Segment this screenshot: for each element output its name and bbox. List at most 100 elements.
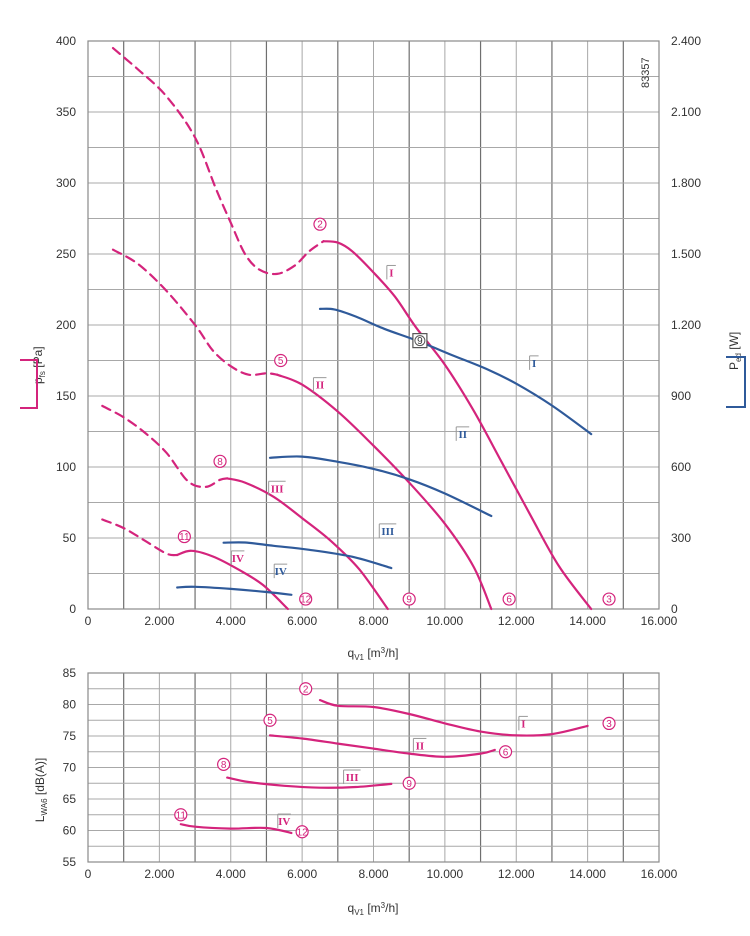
pressure-curve-iv bbox=[176, 549, 289, 611]
sound-point-marker-circle bbox=[295, 825, 309, 839]
power-curve-iv bbox=[176, 585, 293, 596]
performance-y-tick-label: 50 bbox=[63, 531, 77, 545]
sound-point-marker-text: 3 bbox=[606, 719, 612, 730]
performance-y2-tick-label: 1.500 bbox=[671, 247, 701, 261]
pressure-level-label-iv: IV bbox=[230, 550, 245, 565]
sound-point-marker-text: 5 bbox=[267, 716, 273, 727]
performance-y2-tick-label: 900 bbox=[671, 389, 691, 403]
performance-tick-labels: 0 2.000 4.000 6.000 8.000 10.000 12.000 14.000 1… bbox=[56, 34, 701, 628]
sound-x-tick-label: 4.000 bbox=[216, 867, 246, 881]
sound-point-marker-8: 8 bbox=[217, 757, 231, 771]
sound-axis-label: LWA6 [dB(A)] bbox=[33, 758, 49, 822]
performance-point-marker-3: 3 bbox=[602, 592, 616, 606]
performance-point-marker-text: 12 bbox=[300, 595, 312, 606]
sound-x-tick-label: 16.000 bbox=[641, 867, 678, 881]
sound-x-tick-label: 12.000 bbox=[498, 867, 535, 881]
power-axis-label: Ped [W] bbox=[727, 332, 743, 370]
performance-y-tick-label: 300 bbox=[56, 176, 76, 190]
power-level-label-iii: III bbox=[378, 523, 397, 538]
sound-y-tick-label: 60 bbox=[63, 824, 77, 838]
performance-point-marker-11: 11 bbox=[177, 529, 191, 544]
pressure-curve-iii-dashed bbox=[101, 404, 229, 489]
performance-x-tick-label: 2.000 bbox=[144, 614, 174, 628]
pressure-curve-ii bbox=[276, 373, 493, 611]
sound-frame bbox=[87, 672, 660, 863]
performance-y-tick-label: 200 bbox=[56, 318, 76, 332]
performance-point-marker-9: 9 bbox=[402, 592, 416, 606]
sound-x-tick-label: 10.000 bbox=[427, 867, 464, 881]
sound-level-label-iv-text: IV bbox=[278, 816, 290, 828]
power-level-label-ii: II bbox=[455, 426, 470, 441]
sound-curve-ii bbox=[268, 734, 496, 758]
performance-point-marker-circle bbox=[602, 592, 616, 606]
sound-curve-iv bbox=[179, 823, 293, 835]
pressure-level-label-i: I bbox=[386, 264, 396, 280]
sound-curve-i bbox=[318, 699, 589, 737]
performance-x-tick-label: 6.000 bbox=[287, 614, 317, 628]
pressure-axis-title: pfs [Pa] bbox=[20, 346, 47, 409]
performance-point-marker-text: 2 bbox=[317, 220, 323, 231]
performance-point-marker-circle bbox=[502, 592, 516, 606]
pressure-curve-i-dashed bbox=[111, 47, 325, 276]
performance-point-marker-text: 6 bbox=[506, 595, 512, 606]
performance-point-marker-circle bbox=[177, 529, 191, 544]
sound-point-marker-circle bbox=[299, 682, 313, 696]
performance-point-marker-circle bbox=[313, 217, 327, 231]
sound-point-marker-circle bbox=[217, 757, 231, 771]
sound-level-label-ii: II bbox=[412, 737, 427, 752]
sound-point-marker-11: 11 bbox=[174, 808, 188, 822]
intersection-marker: 9 bbox=[412, 333, 428, 349]
pressure-curve-iv-dashed bbox=[101, 518, 179, 557]
performance-point-marker-text: 5 bbox=[278, 356, 284, 367]
sound-y-tick-label: 55 bbox=[63, 855, 77, 869]
power-legend-key bbox=[726, 356, 746, 408]
sound-tick-labels: 0 2.000 4.000 6.000 8.000 10.000 12.000 14.000 1… bbox=[63, 666, 678, 881]
performance-y-tick-label: 250 bbox=[56, 247, 76, 261]
sound-point-marker-9: 9 bbox=[402, 776, 416, 790]
performance-y2-tick-label: 2.400 bbox=[671, 34, 701, 48]
sound-y-tick-label: 75 bbox=[63, 729, 77, 743]
pressure-level-label-iv-text: IV bbox=[232, 553, 244, 565]
performance-x-tick-label: 12.000 bbox=[498, 614, 535, 628]
performance-point-marker-text: 11 bbox=[179, 532, 190, 543]
sound-x-tick-label: 2.000 bbox=[144, 867, 174, 881]
performance-point-marker-circle bbox=[213, 454, 227, 468]
sound-y-tick-label: 80 bbox=[63, 698, 77, 712]
sound-y-tick-label: 85 bbox=[63, 666, 77, 680]
sound-x-tick-label: 8.000 bbox=[358, 867, 388, 881]
performance-y2-tick-label: 1.200 bbox=[671, 318, 701, 332]
sound-x-tick-label: 14.000 bbox=[569, 867, 606, 881]
performance-x-axis-label: qV1 [m3/h] bbox=[348, 646, 399, 662]
performance-point-marker-2: 2 bbox=[313, 217, 327, 231]
sound-point-marker-circle bbox=[263, 713, 277, 727]
sound-point-marker-circle bbox=[402, 776, 416, 790]
pressure-level-label-ii: II bbox=[312, 377, 327, 392]
power-curve-ii bbox=[268, 455, 493, 518]
sound-level-label-iii-text: III bbox=[346, 772, 359, 784]
power-curve-iii bbox=[222, 541, 393, 570]
power-axis-title: Ped [W] bbox=[726, 332, 746, 408]
performance-x-tick-label: 4.000 bbox=[216, 614, 246, 628]
sound-point-marker-text: 8 bbox=[221, 760, 227, 771]
performance-point-marker-text: 3 bbox=[606, 595, 612, 606]
performance-point-marker-circle bbox=[274, 353, 288, 368]
sound-point-marker-circle bbox=[174, 808, 188, 822]
performance-point-marker-text: 9 bbox=[406, 595, 412, 606]
power-curve-i bbox=[318, 307, 593, 436]
sound-y-tick-label: 65 bbox=[63, 792, 77, 806]
performance-point-marker-5: 5 bbox=[274, 353, 288, 368]
performance-x-tick-label: 10.000 bbox=[427, 614, 464, 628]
performance-curves bbox=[101, 47, 593, 611]
sound-point-marker-2: 2 bbox=[299, 682, 313, 696]
performance-y-tick-label: 0 bbox=[69, 602, 76, 616]
performance-point-marker-6: 6 bbox=[502, 592, 516, 606]
sound-point-marker-text: 2 bbox=[303, 684, 309, 695]
figure-code: 83357 bbox=[640, 57, 652, 88]
sound-point-marker-circle bbox=[498, 745, 513, 759]
sound-point-marker-text: 6 bbox=[503, 747, 509, 758]
performance-grid bbox=[87, 40, 660, 610]
power-level-label-iv-text: IV bbox=[275, 566, 287, 578]
power-level-label-i: I bbox=[529, 355, 539, 370]
performance-y2-tick-label: 1.800 bbox=[671, 176, 701, 190]
